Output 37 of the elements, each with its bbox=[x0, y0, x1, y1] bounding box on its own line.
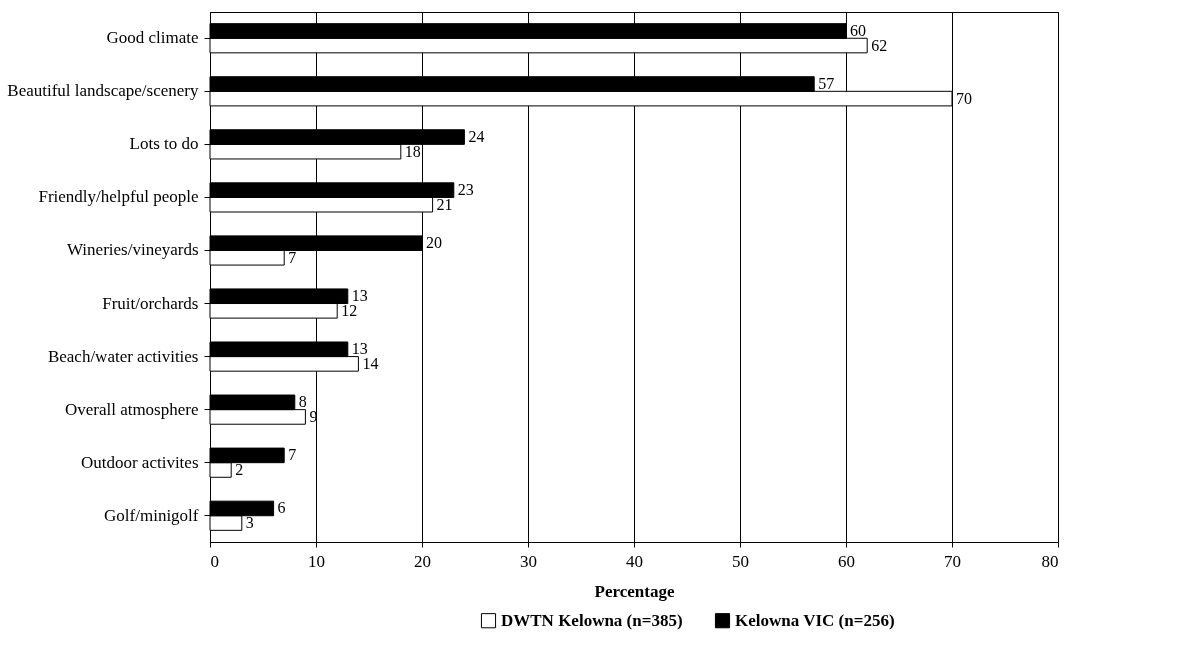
data-label: 24 bbox=[468, 128, 485, 146]
x-tick-label: 40 bbox=[626, 551, 643, 571]
data-label: 3 bbox=[245, 514, 254, 532]
data-label: 62 bbox=[871, 36, 888, 54]
y-tick-label: Golf/minigolf bbox=[104, 505, 199, 525]
x-axis-title: Percentage bbox=[594, 581, 675, 601]
data-label: 7 bbox=[288, 248, 297, 266]
y-tick-label: Fruit/orchards bbox=[102, 293, 199, 313]
data-label: 18 bbox=[404, 142, 421, 160]
x-tick-label: 20 bbox=[414, 551, 431, 571]
legend-label: DWTN Kelowna (n=385) bbox=[501, 610, 683, 630]
y-tick-label: Wineries/vineyards bbox=[67, 240, 199, 260]
y-tick-label: Outdoor activites bbox=[80, 452, 199, 472]
data-label: 7 bbox=[288, 446, 297, 464]
y-tick-label: Beautiful landscape/scenery bbox=[7, 81, 199, 101]
x-tick-label: 0 bbox=[210, 551, 219, 571]
x-tick-label: 60 bbox=[838, 551, 855, 571]
x-tick-label: 80 bbox=[1041, 551, 1059, 571]
y-tick-label: Good climate bbox=[106, 28, 199, 48]
data-label: 6 bbox=[277, 499, 286, 517]
data-label: 57 bbox=[818, 75, 835, 93]
y-tick-label: Beach/water activities bbox=[47, 346, 199, 366]
data-label: 70 bbox=[956, 89, 972, 107]
data-label: 2 bbox=[235, 460, 244, 478]
legend-label: Kelowna VIC (n=256) bbox=[735, 610, 895, 630]
y-tick-label: Friendly/helpful people bbox=[38, 187, 199, 207]
data-label: 8 bbox=[298, 393, 307, 411]
data-label: 20 bbox=[426, 234, 442, 252]
x-tick-label: 30 bbox=[520, 551, 537, 571]
x-tick-label: 10 bbox=[308, 551, 325, 571]
x-tick-label: 70 bbox=[944, 551, 961, 571]
x-tick-label: 50 bbox=[732, 551, 749, 571]
y-tick-label: Overall atmosphere bbox=[64, 399, 199, 419]
data-label: 23 bbox=[457, 181, 474, 199]
data-label: 21 bbox=[436, 195, 453, 213]
data-label: 60 bbox=[850, 21, 866, 39]
y-tick-label: Lots to do bbox=[129, 134, 199, 154]
